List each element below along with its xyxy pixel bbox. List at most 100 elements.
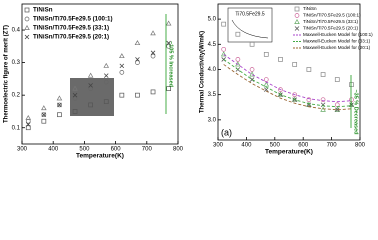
annotation: ~35 % Decreased <box>353 89 359 134</box>
marker <box>56 95 63 101</box>
marker <box>306 67 312 72</box>
y-tick-label: 0.1 <box>12 125 21 131</box>
x-axis-title: Temperature(K) <box>265 149 313 156</box>
marker <box>72 96 78 101</box>
marker <box>119 92 125 98</box>
marker <box>320 97 326 103</box>
marker <box>292 92 298 98</box>
marker <box>41 112 47 117</box>
x-axis-title: Temperature(K) <box>76 153 124 160</box>
marker <box>235 31 241 37</box>
marker <box>41 118 47 124</box>
model-line <box>223 54 352 103</box>
marker <box>349 102 354 108</box>
marker <box>320 72 326 77</box>
marker <box>119 63 125 69</box>
marker <box>25 114 32 120</box>
marker <box>221 46 227 52</box>
marker <box>103 73 109 78</box>
marker <box>103 62 110 68</box>
marker <box>72 92 78 98</box>
y-tick-label: 3.0 <box>208 117 217 123</box>
marker <box>57 112 62 118</box>
marker <box>166 43 171 49</box>
legend-label: TiNiSn/Ti70.5Fe29.5 (33:1) <box>33 25 109 32</box>
marker <box>278 87 283 92</box>
marker <box>349 97 354 103</box>
y-axis-title: Thermal Conductivity(W/mK) <box>200 31 206 113</box>
legend-marker <box>24 16 30 22</box>
y-tick-label: 0.2 <box>12 93 21 99</box>
x-tick-label: 500 <box>79 147 90 153</box>
model-line <box>223 59 352 108</box>
marker <box>88 83 93 88</box>
marker <box>320 106 326 112</box>
legend-label: TiNiSn/Ti70.5Fe29.5 (33:1) <box>303 19 359 24</box>
legend-label: TiNiSn/Ti70.5Fe29.5 (100:1) <box>303 13 361 18</box>
inset-curve <box>231 19 269 39</box>
marker <box>165 20 172 26</box>
x-tick-label: 400 <box>241 143 252 149</box>
legend-label: TiNiSn <box>33 7 53 14</box>
marker <box>57 102 62 108</box>
inset-label: Ti70.5Fe29.5 <box>235 11 264 17</box>
marker <box>103 99 109 105</box>
legend-label: Maxwell-Eucken Model for (33:1) <box>303 39 371 44</box>
panel-label: (a) <box>221 127 232 137</box>
marker <box>135 60 140 65</box>
marker <box>119 53 125 59</box>
marker <box>249 67 255 72</box>
marker <box>150 53 156 59</box>
marker <box>292 62 298 67</box>
marker <box>41 112 47 118</box>
y-tick-label: 4.5 <box>208 42 217 48</box>
legend-marker <box>24 24 30 30</box>
marker <box>334 77 340 82</box>
legend-marker <box>294 6 300 12</box>
marker <box>278 57 283 62</box>
marker <box>249 71 255 77</box>
legend-marker <box>294 18 300 24</box>
x-tick-label: 300 <box>213 143 224 149</box>
plot-frame <box>21 3 179 145</box>
marker <box>134 40 141 46</box>
x-tick-label: 700 <box>327 143 338 149</box>
y-tick-label: 3.5 <box>208 92 217 98</box>
annotation: ~105 % Increased <box>168 41 174 87</box>
marker <box>135 57 140 62</box>
marker <box>41 105 47 111</box>
model-line <box>223 64 352 111</box>
legend-marker <box>294 26 300 31</box>
y-tick-label: 0.4 <box>12 28 21 34</box>
marker <box>249 41 255 47</box>
marker <box>334 107 340 113</box>
marker <box>135 92 140 98</box>
x-tick-label: 400 <box>48 147 59 153</box>
x-tick-label: 600 <box>111 147 122 153</box>
marker <box>119 70 125 75</box>
legend-label: Maxwell-Eucken Model for (100:1) <box>303 32 373 37</box>
legend-marker <box>24 34 30 40</box>
marker <box>220 51 227 57</box>
figure: Ti70.5Fe29.5 300 400 500 600 700 800 0.1 0.2 0.3… <box>4 3 373 160</box>
plot-frame <box>217 3 361 141</box>
legend-label: TiNiSn/Ti70.5Fe29.5 (20:1) <box>303 26 359 31</box>
y-tick-label: 4.0 <box>208 67 217 73</box>
marker <box>150 89 156 95</box>
marker <box>25 122 31 127</box>
legend-label: TiNiSn/Ti70.5Fe29.5 (100:1) <box>33 16 113 23</box>
marker <box>150 50 156 56</box>
x-tick-label: 800 <box>173 147 184 153</box>
legend-label: Maxwell-Eucken Model for (20:1) <box>303 45 371 50</box>
y-tick-label: 0.3 <box>12 60 21 66</box>
marker <box>221 21 227 27</box>
legend-marker <box>24 7 30 13</box>
marker <box>72 109 78 114</box>
marker <box>72 85 78 91</box>
marker <box>150 30 156 36</box>
y-axis-title: Thermoelectric figure of merit (ZT) <box>4 25 10 123</box>
marker <box>334 102 340 108</box>
marker <box>88 86 93 92</box>
x-tick-label: 800 <box>355 143 366 149</box>
x-tick-label: 500 <box>270 143 281 149</box>
